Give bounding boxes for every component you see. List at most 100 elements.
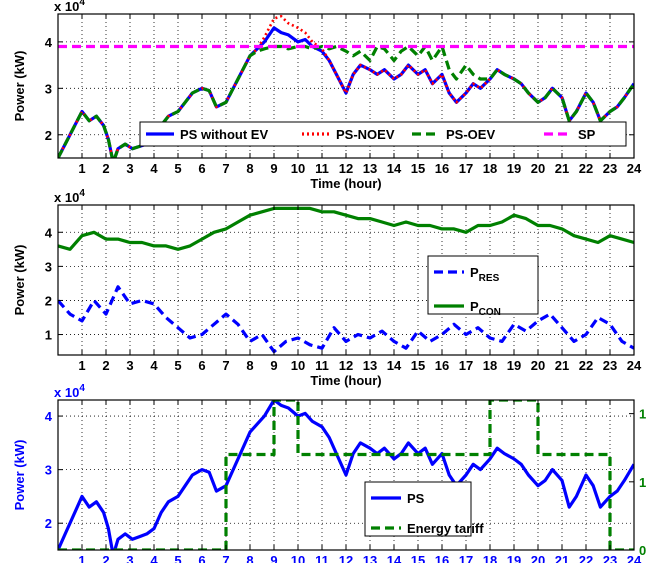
y-tick-label: 4	[45, 409, 53, 424]
x-tick-label: 8	[246, 358, 253, 373]
series-line-3-2	[58, 400, 634, 550]
y-axis-label: Power (kW)	[12, 440, 27, 511]
x-tick-label: 17	[459, 553, 473, 563]
x-axis-label: Time (hour)	[310, 176, 381, 191]
x-tick-label: 18	[483, 358, 497, 373]
series-line-2-1	[58, 285, 634, 354]
x-tick-label: 2	[102, 553, 109, 563]
x-tick-label: 20	[531, 553, 545, 563]
legend: PS Energy tariff	[364, 481, 484, 537]
legend-label: PS without EV	[180, 127, 268, 142]
x-tick-label: 21	[555, 553, 569, 563]
x-tick-label: 17	[459, 161, 473, 176]
x-tick-label: 10	[291, 161, 305, 176]
x-tick-label: 9	[270, 553, 277, 563]
x-tick-label: 15	[411, 358, 425, 373]
x-tick-label: 5	[174, 161, 181, 176]
x-tick-label: 9	[270, 358, 277, 373]
x-tick-label: 8	[246, 553, 253, 563]
legend-box	[427, 255, 539, 315]
x-tick-label: 2	[102, 161, 109, 176]
x-tick-label: 14	[387, 161, 402, 176]
x-tick-label: 3	[126, 161, 133, 176]
y-exponent-label: x 104	[54, 188, 85, 205]
x-tick-label: 20	[531, 358, 545, 373]
legend-label: PS-NOEV	[336, 127, 395, 142]
y-tick-label: 2	[45, 293, 52, 308]
x-tick-label: 23	[603, 161, 617, 176]
x-tick-label: 13	[363, 358, 377, 373]
y2-tick-label: 1	[639, 475, 646, 490]
x-tick-label: 22	[579, 553, 593, 563]
x-tick-label: 24	[627, 553, 642, 563]
x-tick-label: 24	[627, 358, 642, 373]
y-tick-label: 4	[45, 35, 53, 50]
x-axis-label: Time (hour)	[310, 373, 381, 388]
y-tick-label: 3	[45, 259, 52, 274]
x-tick-label: 18	[483, 553, 497, 563]
plot-frame	[57, 204, 635, 356]
x-tick-label: 4	[150, 358, 158, 373]
x-tick-label: 1	[78, 358, 85, 373]
series-group	[58, 400, 634, 550]
x-tick-label: 13	[363, 161, 377, 176]
x-tick-label: 14	[387, 553, 402, 563]
x-tick-label: 7	[222, 358, 229, 373]
x-tick-label: 2	[102, 358, 109, 373]
x-tick-label: 5	[174, 358, 181, 373]
legend-label: SP	[578, 127, 596, 142]
x-tick-label: 17	[459, 358, 473, 373]
chart-panel-3: 1 2 3 4 5 6 7 8 9 10 11 12 13 14 15 16 17 18 19 20 21 22 23 242…	[12, 383, 646, 563]
x-tick-label: 16	[435, 553, 449, 563]
x-tick-label: 3	[126, 358, 133, 373]
x-tick-label: 7	[222, 161, 229, 176]
y-axis-label: Power (kW)	[12, 245, 27, 316]
y-exponent-label: x 104	[54, 0, 85, 14]
x-tick-label: 19	[507, 358, 521, 373]
y-tick-label: 3	[45, 463, 52, 478]
x-tick-label: 20	[531, 161, 545, 176]
series-line-1-3	[58, 44, 634, 158]
x-tick-label: 19	[507, 553, 521, 563]
x-tick-label: 11	[315, 358, 329, 373]
x-tick-label: 4	[150, 553, 158, 563]
x-tick-label: 21	[555, 358, 569, 373]
x-tick-label: 15	[411, 553, 425, 563]
y-axis-label: Power (kW)	[12, 51, 27, 122]
x-tick-label: 8	[246, 161, 253, 176]
x-tick-label: 13	[363, 553, 377, 563]
x-tick-label: 6	[198, 358, 205, 373]
x-tick-label: 11	[315, 161, 329, 176]
x-tick-label: 1	[78, 161, 85, 176]
y-tick-label: 3	[45, 81, 52, 96]
series-group	[58, 206, 634, 354]
x-tick-label: 16	[435, 161, 449, 176]
x-tick-label: 9	[270, 161, 277, 176]
x-tick-label: 12	[339, 553, 353, 563]
chart-panel-2: 1 2 3 4 5 6 7 8 9 10 11 12 13 14 15 16 17 18 19 20 21 22 23 241…	[12, 188, 642, 388]
x-tick-label: 6	[198, 553, 205, 563]
legend-box	[364, 481, 472, 537]
legend: PS without EV PS-NOEV PS-OEV SP	[139, 121, 627, 147]
legend-label: PS-OEV	[446, 127, 495, 142]
x-tick-label: 1	[78, 553, 85, 563]
y-tick-label: 1	[45, 328, 52, 343]
x-tick-label: 6	[198, 161, 205, 176]
x-tick-label: 11	[315, 553, 329, 563]
x-tick-label: 18	[483, 161, 497, 176]
chart-panel-1: 1 2 3 4 5 6 7 8 9 10 11 12 13 14 15 16 17 18 19 20 21 22 23 242…	[12, 0, 642, 191]
legend-label: Energy tariff	[407, 521, 484, 536]
legend-label: PS	[407, 491, 425, 506]
x-tick-label: 12	[339, 358, 353, 373]
y-exponent-label: x 104	[54, 383, 85, 400]
x-tick-label: 16	[435, 358, 449, 373]
series-line-2-2	[58, 206, 634, 251]
x-tick-label: 12	[339, 161, 353, 176]
x-tick-label: 14	[387, 358, 402, 373]
x-tick-label: 23	[603, 358, 617, 373]
x-tick-label: 4	[150, 161, 158, 176]
x-tick-label: 21	[555, 161, 569, 176]
y2-tick-label: 1.2	[639, 407, 646, 422]
